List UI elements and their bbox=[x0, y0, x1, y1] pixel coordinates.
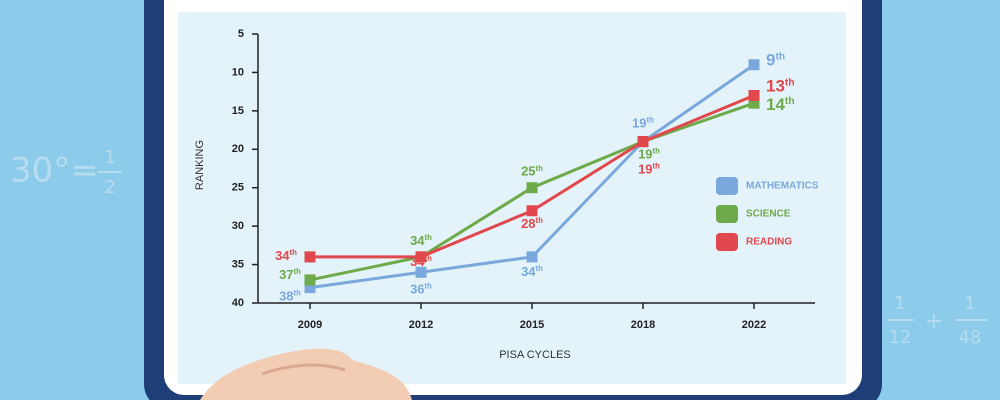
data-label: 14th bbox=[766, 96, 795, 115]
chalk-text: 2 bbox=[104, 177, 115, 198]
data-point bbox=[748, 89, 760, 101]
y-tick-label: 15 bbox=[232, 105, 244, 117]
hand bbox=[200, 348, 412, 400]
chalk-text: 1 bbox=[964, 293, 975, 314]
data-point bbox=[415, 251, 427, 263]
chalk-text: + bbox=[925, 309, 943, 334]
data-label: 37th bbox=[279, 267, 301, 282]
chart-panel bbox=[178, 12, 846, 384]
y-tick-label: 25 bbox=[232, 182, 244, 194]
data-label: 9th bbox=[766, 51, 785, 70]
legend-label: READING bbox=[746, 237, 792, 248]
data-label: 13th bbox=[766, 77, 795, 96]
data-label: 28th bbox=[521, 216, 543, 231]
x-tick-label: 2012 bbox=[409, 319, 433, 331]
data-point bbox=[637, 136, 649, 148]
data-point bbox=[304, 251, 316, 263]
data-label: 38th bbox=[279, 289, 301, 304]
data-point bbox=[748, 59, 760, 71]
data-point bbox=[526, 251, 538, 263]
legend-swatch bbox=[716, 233, 738, 251]
data-label: 34th bbox=[275, 248, 297, 263]
y-tick-label: 30 bbox=[232, 220, 244, 232]
x-tick-label: 2022 bbox=[742, 319, 766, 331]
x-axis-title: PISA CYCLES bbox=[499, 349, 571, 361]
y-tick-label: 35 bbox=[232, 258, 244, 270]
chalk-text: 12 bbox=[889, 327, 912, 348]
data-label: 34th bbox=[410, 254, 432, 269]
legend-label: SCIENCE bbox=[746, 209, 791, 220]
y-tick-label: 40 bbox=[232, 297, 244, 309]
chalk-text: 30°= bbox=[10, 151, 99, 191]
x-tick-label: 2018 bbox=[631, 319, 655, 331]
data-point bbox=[526, 182, 538, 194]
x-tick-label: 2015 bbox=[520, 319, 544, 331]
data-label: 19th bbox=[638, 147, 660, 162]
chalk-text: 48 bbox=[959, 327, 982, 348]
data-label: 25th bbox=[521, 164, 543, 179]
legend-swatch bbox=[716, 205, 738, 223]
data-point bbox=[304, 274, 316, 286]
data-point bbox=[304, 282, 316, 294]
y-axis-title: RANKING bbox=[194, 140, 206, 190]
data-point bbox=[526, 205, 538, 217]
data-label: 34th bbox=[410, 233, 432, 248]
data-label: 19th bbox=[632, 116, 654, 131]
chalk-text: 1 bbox=[894, 293, 905, 314]
data-point bbox=[748, 97, 760, 109]
legend-label: MATHEMATICS bbox=[746, 181, 819, 192]
chalk-notes: 30°= 1 2 1 12 + 1 48 bbox=[10, 147, 988, 348]
data-point bbox=[415, 266, 427, 278]
data-label: 36th bbox=[410, 281, 432, 296]
chalk-text: 1 bbox=[104, 147, 115, 168]
y-tick-label: 10 bbox=[232, 66, 244, 78]
y-tick-label: 5 bbox=[238, 28, 244, 40]
data-label: 34th bbox=[521, 264, 543, 279]
legend-swatch bbox=[716, 177, 738, 195]
y-tick-label: 20 bbox=[232, 143, 244, 155]
data-label: 19th bbox=[638, 162, 660, 177]
x-tick-label: 2009 bbox=[298, 319, 322, 331]
